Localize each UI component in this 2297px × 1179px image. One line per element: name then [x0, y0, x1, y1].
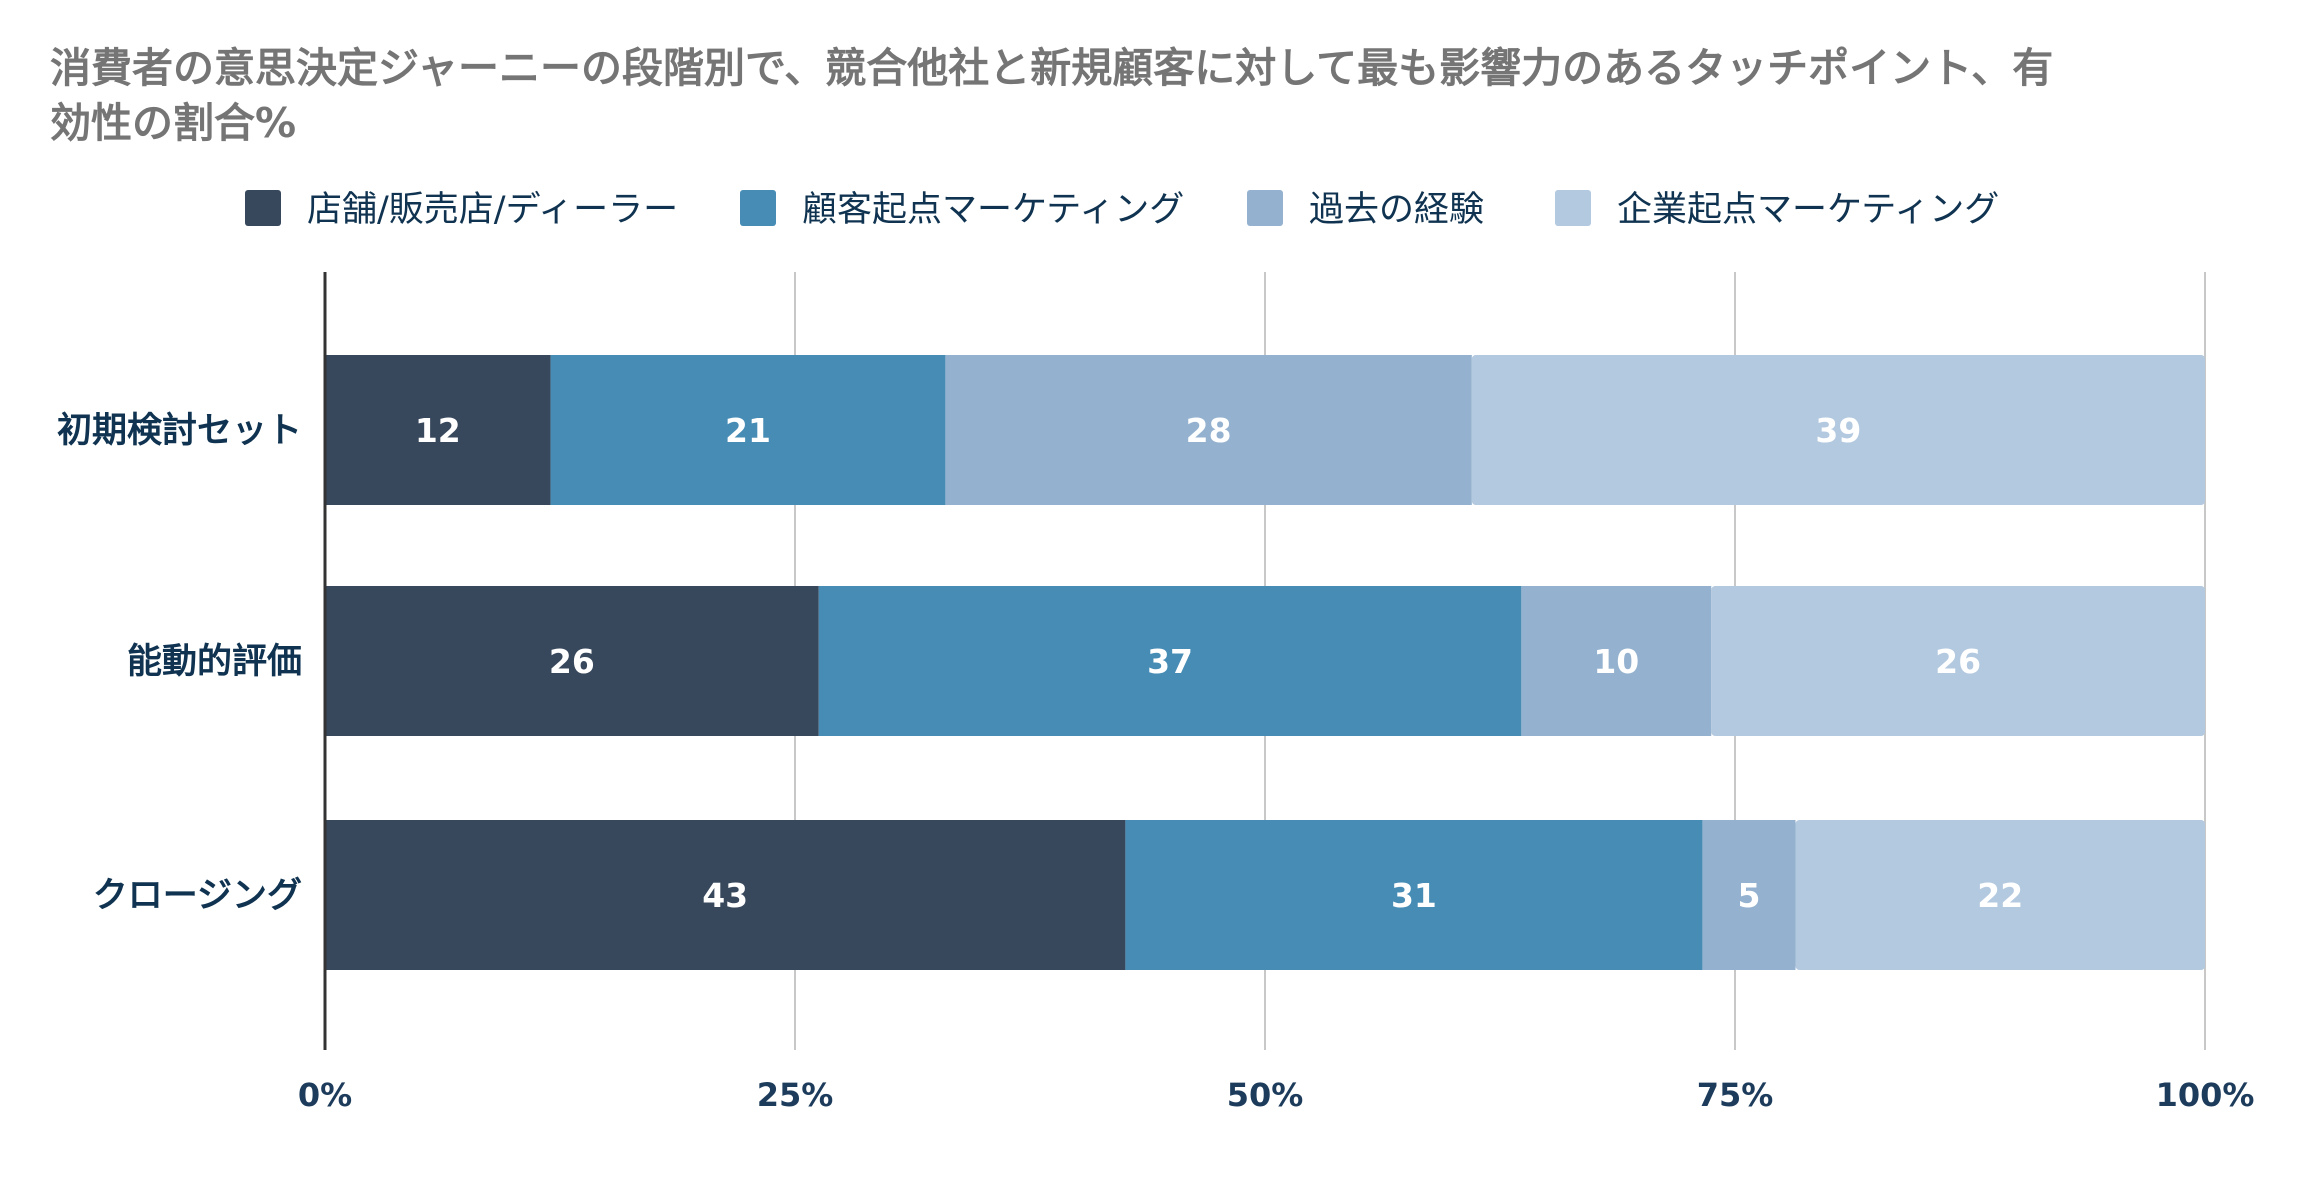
legend-item-2: 顧客起点マーケティング: [740, 190, 1184, 230]
legend-label: 顧客起点マーケティング: [802, 190, 1184, 230]
legend-swatch: [740, 190, 776, 226]
bar-segment: [945, 355, 1472, 505]
legend-label: 過去の経験: [1309, 190, 1484, 230]
x-tick-label: 25%: [757, 1076, 834, 1114]
data-label: 31: [1391, 876, 1437, 915]
bar-segment: [818, 586, 1522, 736]
legend-swatch: [245, 190, 281, 226]
bar-row-1: 12 21 28 39: [325, 355, 2205, 505]
data-label: 28: [1186, 411, 1232, 450]
data-label: 21: [725, 411, 771, 450]
bar-segment: [1795, 820, 2205, 970]
bars: 12 21 28 39 26 37 10 26 43 31 5 22: [325, 355, 2205, 970]
bar-row-2: 26 37 10 26: [325, 586, 2205, 736]
legend-swatch: [1247, 190, 1283, 226]
data-label: 37: [1147, 642, 1193, 681]
legend-label: 店舗/販売店/ディーラー: [307, 190, 678, 230]
x-tick-label: 0%: [298, 1076, 352, 1114]
x-tick-label: 100%: [2156, 1076, 2255, 1114]
category-label: クロージング: [93, 876, 302, 916]
chart-title-line-1: 消費者の意思決定ジャーニーの段階別で、競合他社と新規顧客に対して最も影響力のある…: [50, 44, 2053, 92]
bar-segment: [1125, 820, 1703, 970]
bar-segment: [1702, 820, 1796, 970]
data-label: 10: [1593, 642, 1639, 681]
data-label: 22: [1977, 876, 2023, 915]
data-label: 26: [549, 642, 595, 681]
legend: 店舗/販売店/ディーラー 顧客起点マーケティング 過去の経験 企業起点マーケティング: [245, 190, 1999, 230]
bar-segment: [325, 355, 551, 505]
data-label: 26: [1935, 642, 1981, 681]
legend-label: 企業起点マーケティング: [1617, 190, 1999, 230]
data-label: 43: [702, 876, 748, 915]
bar-segment: [325, 586, 819, 736]
data-label: 5: [1737, 876, 1760, 915]
category-label: 初期検討セット: [57, 411, 302, 451]
data-label: 39: [1815, 411, 1861, 450]
legend-swatch: [1555, 190, 1591, 226]
chart-title-line-2: 効性の割合%: [50, 99, 296, 147]
x-axis-ticks: 0% 25% 50% 75% 100%: [298, 1076, 2255, 1114]
bar-segment: [550, 355, 946, 505]
legend-item-3: 過去の経験: [1247, 190, 1484, 230]
bar-segment: [325, 820, 1126, 970]
x-tick-label: 50%: [1227, 1076, 1304, 1114]
x-tick-label: 75%: [1697, 1076, 1774, 1114]
bar-segment: [1471, 355, 2205, 505]
legend-item-1: 店舗/販売店/ディーラー: [245, 190, 678, 230]
bar-segment: [1521, 586, 1712, 736]
bar-row-3: 43 31 5 22: [325, 820, 2205, 970]
legend-item-4: 企業起点マーケティング: [1555, 190, 1999, 230]
category-label: 能動的評価: [127, 642, 302, 682]
data-label: 12: [415, 411, 461, 450]
bar-segment: [1711, 586, 2205, 736]
